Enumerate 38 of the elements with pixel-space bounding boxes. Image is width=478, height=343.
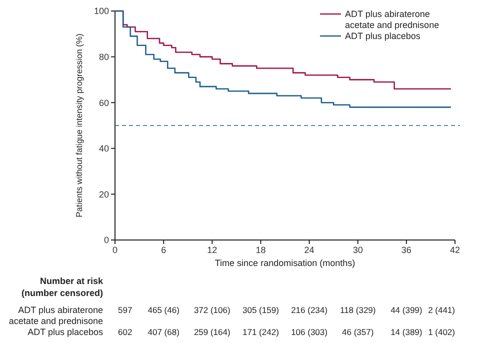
- x-tick-label: 30: [352, 245, 363, 255]
- y-axis-title: Patients without fatigue intensity progression (%): [74, 33, 84, 218]
- text: 372 (106): [194, 305, 231, 315]
- y-tick-label: 100: [94, 6, 109, 16]
- legend-label: ADT plus placebos: [345, 31, 421, 42]
- text: Number at risk: [40, 276, 104, 286]
- y-tick-label: 20: [98, 189, 109, 200]
- y-tick-label: 80: [98, 52, 109, 62]
- text: 2 (441): [428, 305, 456, 315]
- text: 407 (68): [148, 327, 180, 337]
- text: ADT plus placebos: [28, 327, 104, 337]
- text: 216 (234): [291, 305, 328, 315]
- text: 1 (402): [428, 327, 456, 337]
- y-tick-label: 40: [98, 144, 109, 154]
- x-tick-label: 6: [161, 245, 166, 255]
- x-tick-label: 42: [450, 245, 460, 255]
- text: 305 (159): [242, 305, 280, 315]
- text: 597: [118, 305, 132, 315]
- text: 259 (164): [194, 327, 231, 337]
- text: 465 (46): [148, 305, 180, 315]
- x-tick-label: 36: [401, 245, 412, 255]
- text: 171 (242): [242, 327, 280, 337]
- y-tick-label: 0: [104, 235, 109, 246]
- text: 46 (357): [342, 327, 374, 337]
- y-tick-label: 60: [98, 98, 109, 108]
- x-axis-title: Time since randomisation (months): [214, 258, 356, 268]
- text: ADT plus abiraterone acetate and prednisone: [8, 305, 103, 326]
- x-tick-label: 18: [256, 245, 266, 255]
- text: 44 (399): [390, 305, 422, 315]
- x-tick-label: 0: [112, 245, 118, 255]
- x-tick-label: 24: [304, 245, 314, 255]
- text: (number censored): [21, 288, 103, 298]
- x-tick-label: 12: [207, 245, 218, 255]
- text: 14 (389): [390, 327, 422, 337]
- text: 106 (303): [291, 327, 328, 337]
- legend-label: ADT plus abiraterone acetate and prednisone: [345, 9, 440, 30]
- text: 602: [118, 327, 132, 337]
- text: 118 (329): [340, 305, 376, 315]
